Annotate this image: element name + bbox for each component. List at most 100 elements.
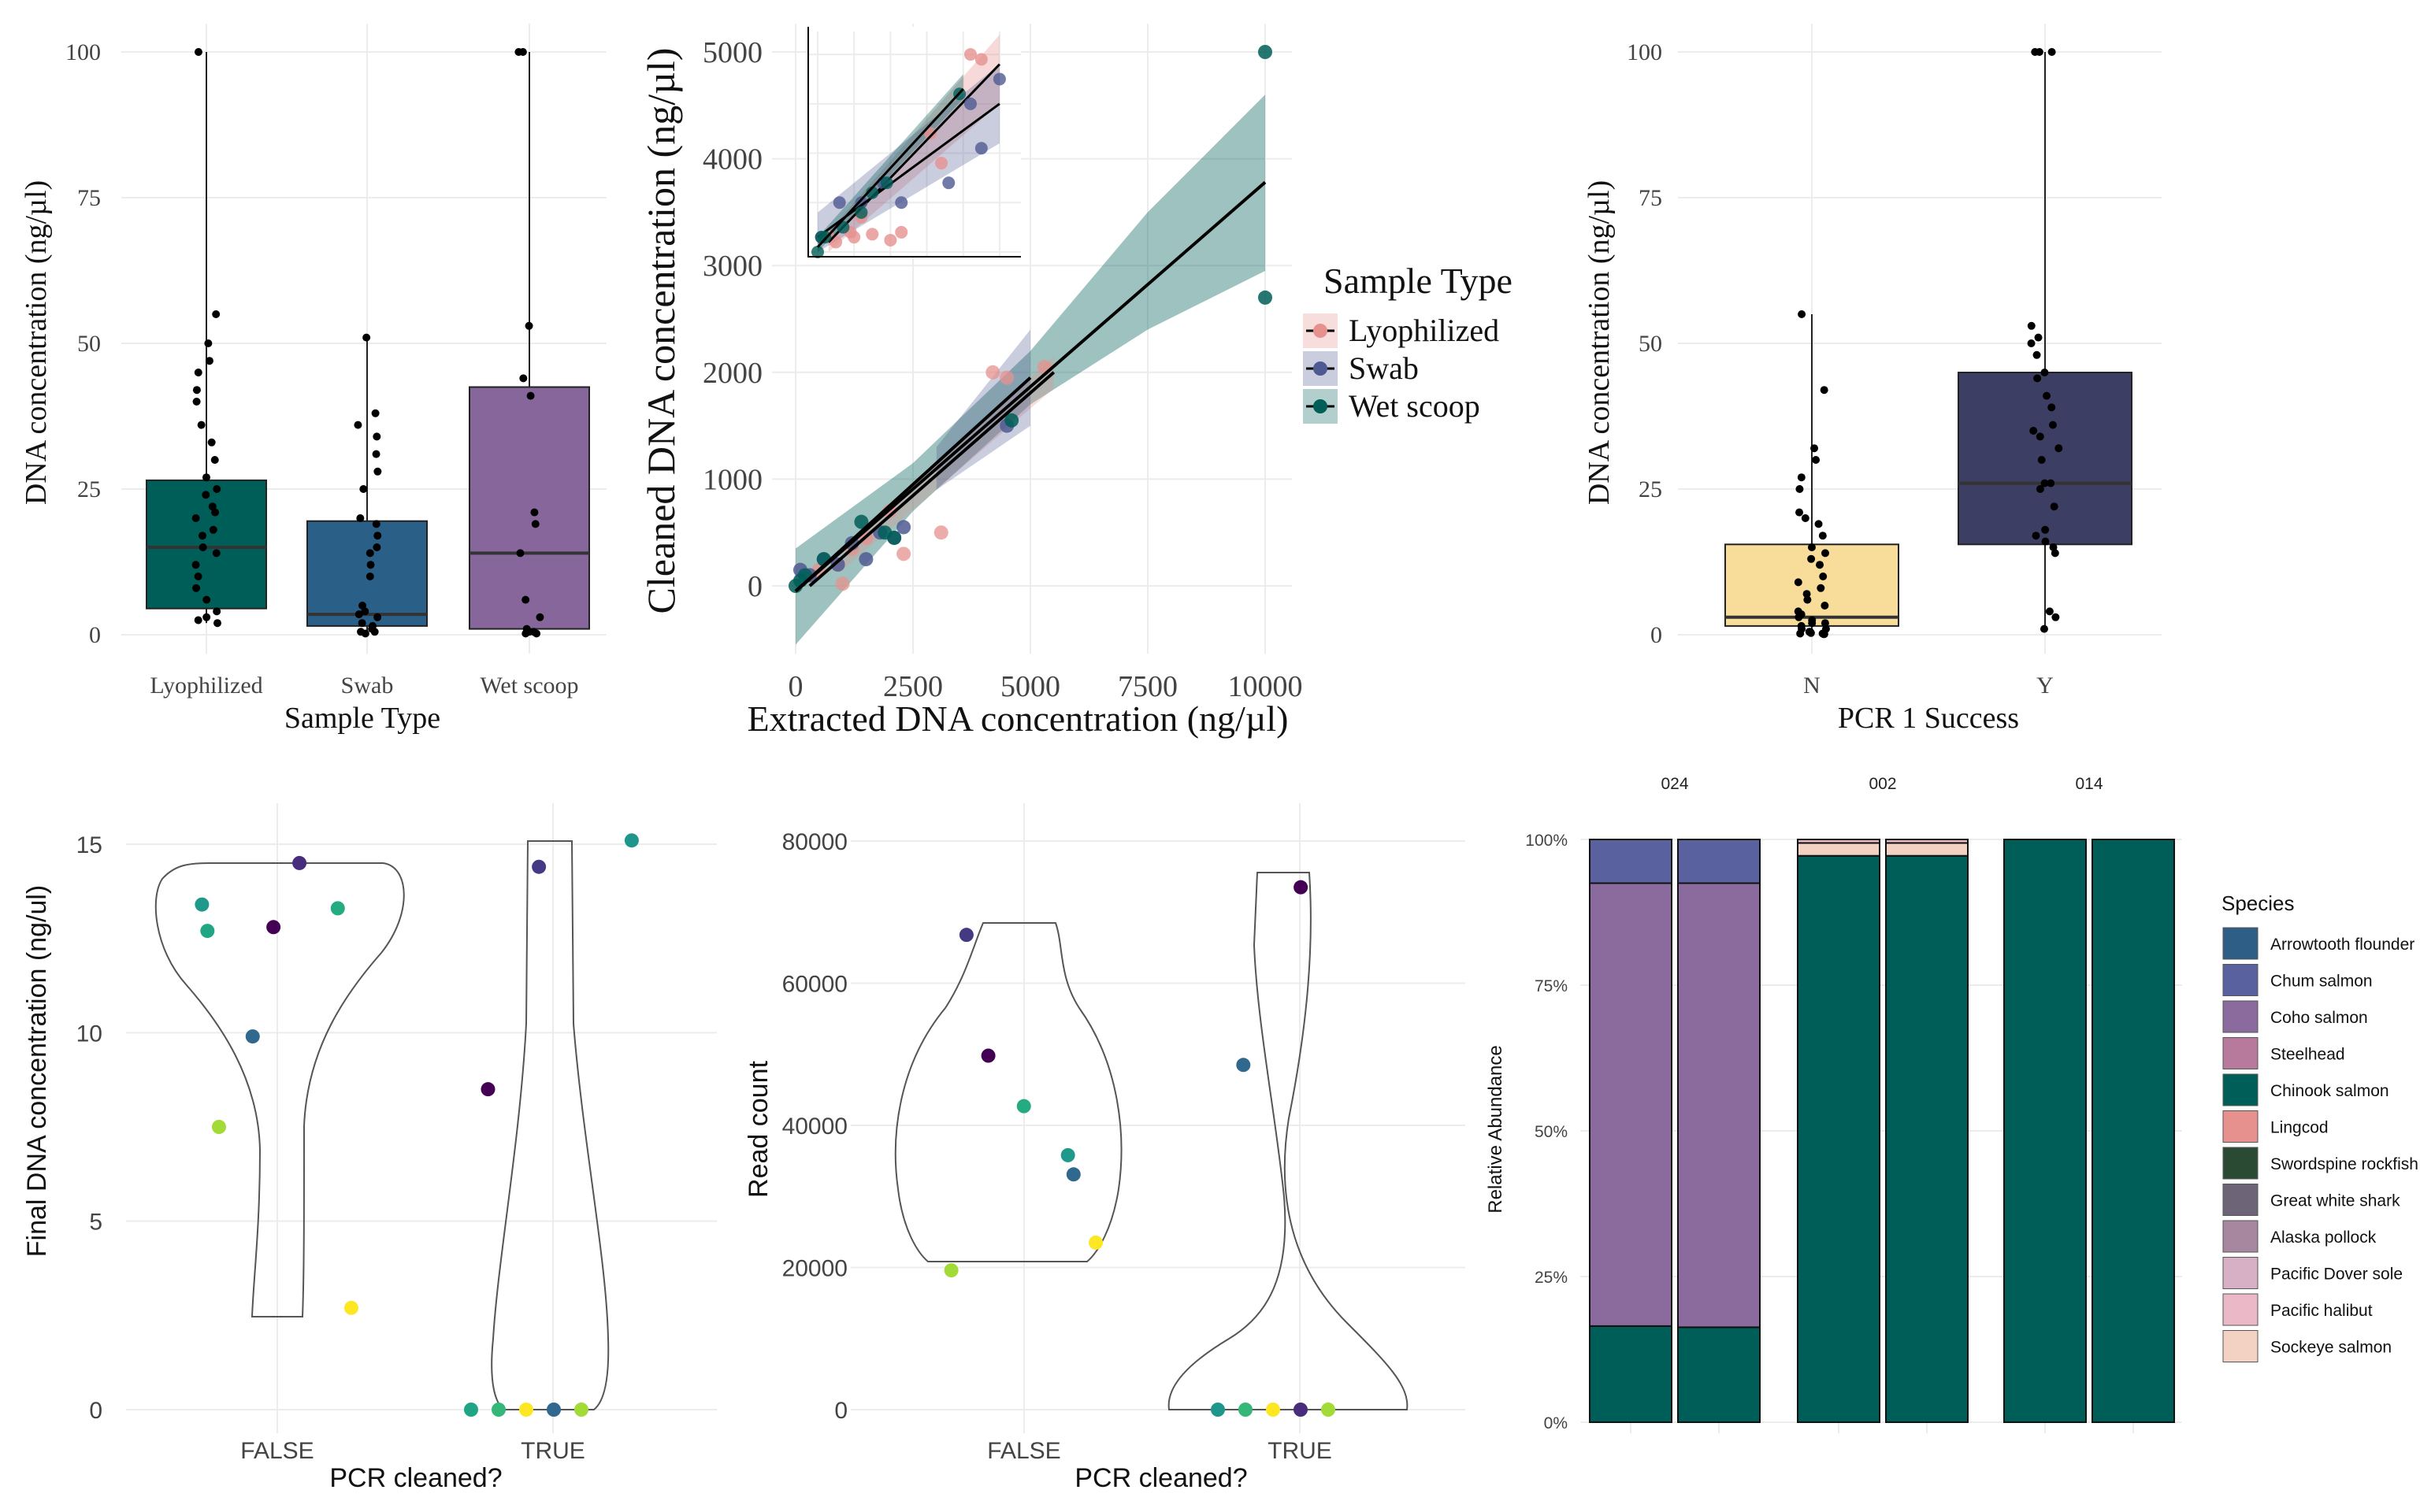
p2-inset-point [811,246,824,258]
p2-xtick-label: 10000 [1228,670,1303,703]
p2-point-swab [859,552,874,567]
p6-facet-label: 002 [1869,775,1896,793]
p3-point [1797,473,1806,482]
p2-ytick-label: 0 [748,570,763,603]
p2-fit-line [794,180,1267,593]
p5-points [944,880,1335,1417]
p6-ytick-label: 25% [1535,1269,1568,1287]
p2-ribbon-swab [936,329,1030,490]
p4-ytick-label: 15 [76,832,102,858]
p5-ytick-label: 0 [834,1398,848,1424]
p4-point [195,897,210,912]
p1-point [356,514,365,522]
p2-point-swab [830,557,845,572]
p5-point [1060,1147,1075,1162]
p2-point-lyophilized [1000,370,1015,385]
p3-xtick-label: Y [2036,673,2054,699]
p5-point [944,1263,959,1278]
p3-point [2043,391,2051,400]
p3-point [2037,456,2046,464]
p2-point-swab [896,520,911,535]
p2-tick-labels: 0 2500 5000 7500 10000 0 1000 2000 3000 4000 5000 [703,36,1303,703]
p4-point [343,1300,358,1315]
p6-bar-segment-coho-salmon [1677,882,1761,1329]
p6-legend-label: Pacific halibut [2270,1302,2373,1320]
p1-point [373,543,381,551]
p3-xtick-label: N [1803,673,1821,699]
p4-point [624,833,639,848]
p6-facet-labels: 024 002 014 [1661,775,2103,793]
p1-point [373,532,382,540]
p1-point [373,613,382,621]
p6-legend-label: Alaska pollock [2270,1228,2377,1247]
p3-point [2047,403,2056,412]
p3-point [1798,310,1806,318]
p2-point-lyophilized [933,525,948,540]
p3-point [1821,602,1829,610]
p2-legend-key-dot [1313,361,1327,376]
p5-point [1016,1099,1031,1114]
p2-ribbon-wet-scoop [796,94,1265,645]
p1-point [202,613,211,621]
p1-point [212,310,221,318]
p2-inset-point [935,157,948,170]
p1-point [192,386,201,395]
p6-legend-label: Great white shark [2270,1192,2400,1210]
p2-ytick-label: 5000 [703,36,763,69]
p2-inset-point [880,176,893,190]
p1-point [205,357,213,365]
p1-boxes [146,52,590,634]
p1-point [521,629,530,638]
p5-violin-false [894,922,1123,1262]
p1-point [213,619,221,628]
p1-xtick-label: Lyophilized [150,673,262,699]
p2-inset-point [855,206,868,219]
p6-ytick-label: 0% [1544,1414,1568,1432]
p2-inset-point [942,176,956,190]
p5-violin-true [1167,872,1409,1410]
p1-point [525,321,533,330]
p3-point [1808,619,1817,628]
p3-point [2047,479,2055,487]
p3-point [1810,444,1819,453]
p5-xtick-label: FALSE [987,1438,1060,1464]
p1-ytick-label: 50 [77,331,101,357]
p1-point [209,525,217,534]
p5-point [981,1048,996,1063]
p3-point [1795,485,1804,493]
p3-point [1803,595,1812,604]
p4-point [532,859,547,874]
p6-legend-key [2222,1110,2259,1143]
p2-inset-point [848,231,861,244]
p6-legend-label: Swordspine rockfish [2270,1155,2418,1173]
p2-legend-label: Lyophilized [1349,313,1499,348]
p2-fit-lines [794,180,1267,593]
p6-legend-title: Species [2221,891,2295,915]
p3-point [1821,619,1829,628]
p1-ytick-label: 100 [65,39,101,65]
p1-box-wet-scoop [469,386,590,630]
p1-point [519,374,528,383]
p2-point-wet-scoop [1004,413,1019,428]
p4-ytick-label: 10 [76,1021,102,1047]
p2-inset-point [924,127,937,140]
p4-point [481,1082,496,1097]
p2-legend-key-dot [1313,324,1327,338]
p6-legend-key [2222,1257,2259,1289]
p3-point [1802,590,1811,598]
p2-point-lyophilized [835,576,850,591]
p1-point [194,369,202,376]
p6-bar-segment-chinook-salmon [2092,839,2175,1423]
p1-point [194,573,202,580]
p3-ytick-label: 50 [1639,331,1662,357]
p5-point [1294,880,1308,895]
p5-point [1294,1403,1308,1417]
p2-legend-label: Swab [1349,350,1419,386]
p6-bar-segment-pacific-halibut [1885,839,1969,844]
p3-point [2054,444,2063,453]
p3-point [1821,549,1830,558]
p5-ytick-label: 80000 [782,829,848,855]
p6-ylabel: Relative Abundance [1485,1045,1506,1214]
p6-legend-key [2222,1220,2259,1253]
p4-point [464,1403,478,1417]
